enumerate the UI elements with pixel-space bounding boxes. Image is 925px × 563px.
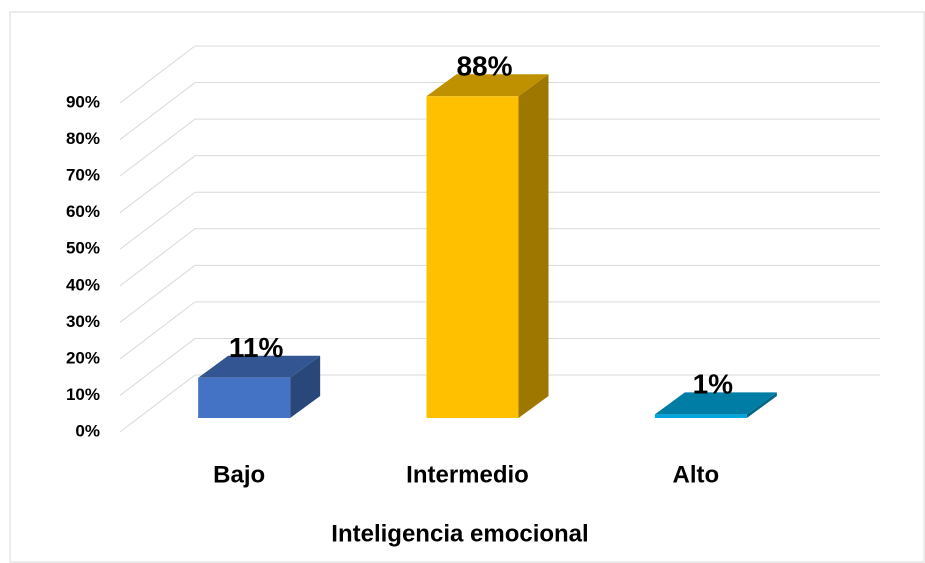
data-label: 11%: [229, 332, 284, 363]
y-tick-label: 80%: [66, 129, 100, 148]
grid-diagonal: [119, 155, 196, 214]
grid-diagonal: [119, 191, 196, 250]
grid-diagonal: [119, 118, 196, 177]
grid-diagonal: [119, 301, 196, 360]
bar-top: [426, 74, 549, 97]
bar: [426, 96, 519, 419]
x-tick-label: Intermedio: [406, 461, 529, 488]
x-axis-title: Inteligencia emocional: [331, 520, 588, 547]
y-tick-label: 50%: [66, 239, 100, 258]
bar-side: [746, 392, 777, 418]
bar-top: [198, 355, 321, 378]
grid-diagonal: [119, 82, 196, 140]
data-label: 1%: [693, 369, 734, 400]
bar: [654, 414, 747, 418]
y-tick-label: 60%: [66, 202, 100, 221]
x-tick-label: Alto: [673, 461, 720, 488]
y-tick-label: 0%: [75, 421, 100, 440]
grid-diagonal: [119, 45, 196, 104]
y-tick-label: 20%: [66, 348, 100, 367]
y-tick-label: 70%: [66, 166, 100, 185]
y-tick-label: 30%: [66, 312, 100, 331]
x-tick-label: Bajo: [213, 461, 265, 488]
y-tick-label: 90%: [66, 92, 100, 111]
grid-diagonal: [119, 374, 196, 433]
grid-diagonal: [119, 338, 196, 396]
bar-side: [518, 74, 549, 419]
data-label: 88%: [456, 51, 512, 82]
grid-diagonal: [119, 264, 196, 323]
bar: [198, 377, 291, 418]
y-tick-label: 10%: [66, 385, 100, 404]
grid-diagonal: [119, 228, 196, 287]
y-tick-label: 40%: [66, 275, 100, 294]
bar-top: [654, 392, 777, 415]
bar-side: [290, 355, 321, 418]
